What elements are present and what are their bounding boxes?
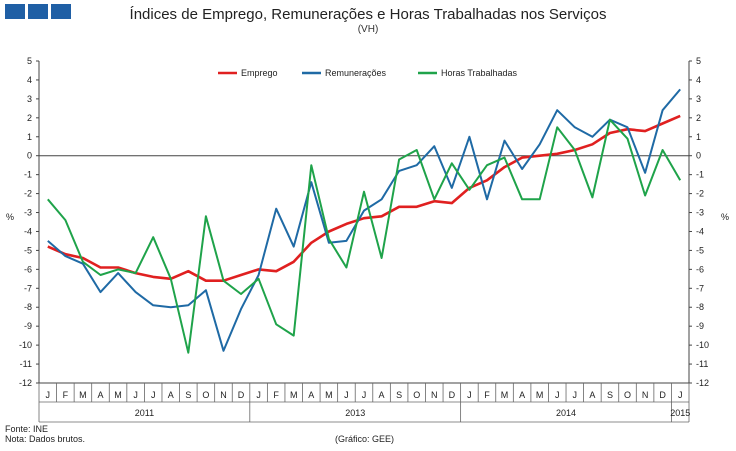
y-tick-label-right: -2 <box>696 189 704 199</box>
x-tick-label: J <box>344 390 349 400</box>
y-tick-label-right: -8 <box>696 302 704 312</box>
year-label: 2011 <box>135 408 154 418</box>
x-tick-label: N <box>431 390 438 400</box>
x-tick-label: O <box>624 390 631 400</box>
y-axis-label-right: % <box>721 212 729 222</box>
y-tick-label-left: -4 <box>24 226 32 236</box>
y-tick-label-left: -3 <box>24 208 32 218</box>
y-tick-label-right: -6 <box>696 264 704 274</box>
y-tick-label-left: -9 <box>24 321 32 331</box>
series-line-1 <box>47 114 681 283</box>
x-tick-label: O <box>413 390 420 400</box>
x-tick-label: J <box>46 390 51 400</box>
footer-source: Fonte: INE <box>5 424 49 434</box>
y-tick-label-left: -2 <box>24 189 32 199</box>
x-tick-label: M <box>114 390 122 400</box>
y-tick-label-right: -3 <box>696 208 704 218</box>
y-tick-label-right: -10 <box>696 340 709 350</box>
y-tick-label-right: -9 <box>696 321 704 331</box>
y-tick-label-right: -12 <box>696 378 709 388</box>
y-tick-label-left: 0 <box>27 151 32 161</box>
y-tick-label-right: 0 <box>696 151 701 161</box>
y-tick-label-left: -8 <box>24 302 32 312</box>
x-tick-label: M <box>325 390 333 400</box>
year-label: 2015 <box>670 408 690 418</box>
y-tick-label-right: 3 <box>696 94 701 104</box>
y-tick-label-right: -11 <box>696 359 708 369</box>
y-tick-label-left: -5 <box>24 245 32 255</box>
y-tick-label-left: 3 <box>27 94 32 104</box>
x-tick-label: J <box>362 390 367 400</box>
y-tick-label-left: -6 <box>24 264 32 274</box>
x-tick-label: S <box>396 390 402 400</box>
x-tick-label: F <box>63 390 69 400</box>
x-tick-label: J <box>256 390 261 400</box>
x-tick-label: D <box>238 390 245 400</box>
y-tick-label-left: 1 <box>27 132 32 142</box>
x-tick-label: S <box>607 390 613 400</box>
y-tick-label-left: 2 <box>27 113 32 123</box>
y-tick-label-right: -7 <box>696 283 704 293</box>
y-tick-label-right: -4 <box>696 226 704 236</box>
x-tick-label: A <box>97 390 103 400</box>
x-tick-label: J <box>573 390 578 400</box>
logo-squares <box>5 4 71 19</box>
x-tick-label: N <box>220 390 227 400</box>
y-tick-label-right: 4 <box>696 75 701 85</box>
footer-note: Nota: Dados brutos. <box>5 434 86 444</box>
x-tick-label: J <box>151 390 156 400</box>
x-tick-label: J <box>133 390 138 400</box>
y-tick-label-left: -7 <box>24 283 32 293</box>
x-tick-label: F <box>273 390 279 400</box>
y-tick-label-right: 2 <box>696 113 701 123</box>
y-tick-label-left: -11 <box>20 359 32 369</box>
x-tick-label: M <box>290 390 298 400</box>
x-tick-label: A <box>519 390 525 400</box>
year-label: 2014 <box>556 408 576 418</box>
logo-square-2 <box>28 4 48 19</box>
x-tick-label: N <box>642 390 649 400</box>
logo-square-1 <box>5 4 25 19</box>
x-tick-label: J <box>678 390 683 400</box>
x-tick-label: J <box>467 390 472 400</box>
year-label: 2013 <box>345 408 365 418</box>
y-tick-label-right: 1 <box>696 132 701 142</box>
x-tick-label: M <box>501 390 509 400</box>
x-tick-label: F <box>484 390 490 400</box>
footer-chart-ref: (Gráfico: GEE) <box>335 434 395 444</box>
legend-label-1: Emprego <box>241 68 278 78</box>
logo-square-3 <box>51 4 71 19</box>
chart-title: Índices de Emprego, Remunerações e Horas… <box>129 6 607 23</box>
x-tick-label: A <box>308 390 314 400</box>
x-tick-label: D <box>449 390 456 400</box>
legend-label-2: Remunerações <box>325 68 387 78</box>
y-tick-label-right: 5 <box>696 56 701 66</box>
x-tick-label: A <box>589 390 595 400</box>
x-tick-label: O <box>202 390 209 400</box>
series-line-3 <box>47 118 682 354</box>
y-tick-label-right: -5 <box>696 245 704 255</box>
legend-label-3: Horas Trabalhadas <box>441 68 518 78</box>
x-tick-label: A <box>168 390 174 400</box>
y-tick-label-left: -10 <box>19 340 32 350</box>
y-axis-label-left: % <box>6 212 14 222</box>
y-tick-label-left: 4 <box>27 75 32 85</box>
x-tick-label: A <box>379 390 385 400</box>
x-tick-label: S <box>185 390 191 400</box>
y-tick-label-right: -1 <box>696 170 704 180</box>
x-tick-label: D <box>659 390 666 400</box>
chart-subtitle: (VH) <box>357 24 379 35</box>
x-tick-label: M <box>79 390 87 400</box>
x-tick-label: J <box>555 390 560 400</box>
y-tick-label-left: 5 <box>27 56 32 66</box>
x-tick-label: M <box>536 390 544 400</box>
series-line-2 <box>47 88 681 352</box>
y-tick-label-left: -12 <box>19 378 32 388</box>
y-tick-label-left: -1 <box>24 170 32 180</box>
